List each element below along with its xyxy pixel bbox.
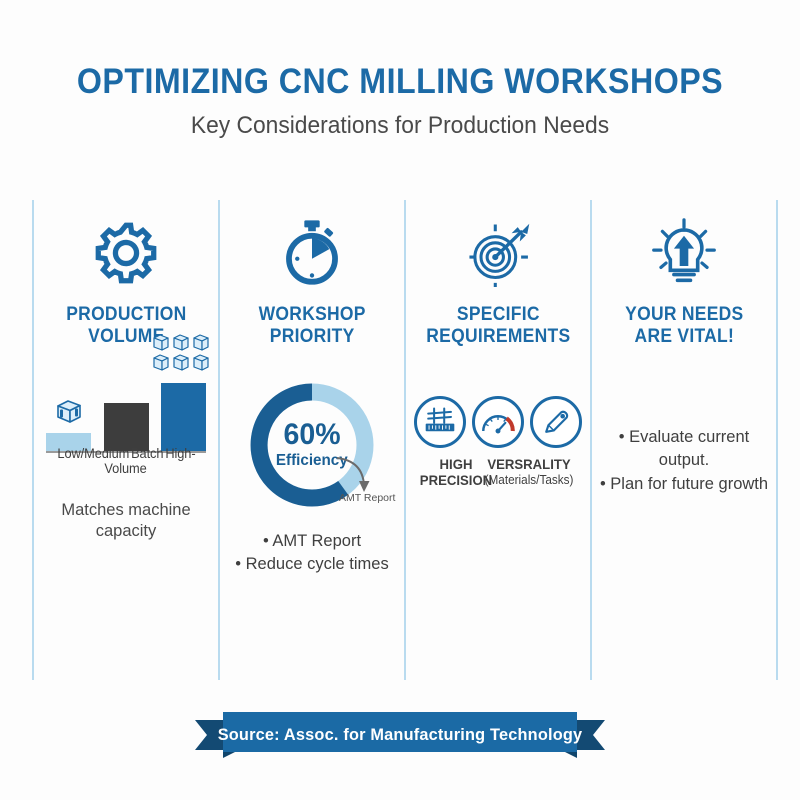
caliper-icon bbox=[414, 396, 466, 448]
your-needs-bullets: • Evaluate current output. • Plan for fu… bbox=[592, 426, 776, 496]
gear-icon bbox=[93, 214, 159, 292]
requirement-icons-row bbox=[414, 396, 582, 448]
donut-chart-efficiency: 60% Efficiency AMT Report bbox=[247, 380, 395, 510]
lightbulb-arrow-icon bbox=[648, 214, 720, 292]
bullet-item: • Plan for future growth bbox=[599, 474, 769, 493]
column-production-volume: Production Volume bbox=[32, 200, 218, 680]
column-your-needs: Your Needs Are Vital! • Evaluate current… bbox=[590, 200, 778, 680]
column-heading-your-needs: Your Needs Are Vital! bbox=[624, 304, 744, 347]
box-icon bbox=[54, 397, 84, 430]
stopwatch-icon bbox=[280, 214, 344, 292]
bar-low-medium bbox=[46, 433, 91, 451]
bullet-item: • Reduce cycle times bbox=[235, 555, 389, 574]
donut-annotation: AMT Report bbox=[339, 492, 396, 504]
workshop-priority-bullets: • AMT Report • Reduce cycle times bbox=[220, 530, 404, 577]
bar-high-volume bbox=[161, 383, 206, 451]
label-high-precision: High Precision bbox=[419, 456, 493, 489]
bar-label-low-medium: Low/Medium bbox=[57, 446, 130, 461]
columns-container: Production Volume bbox=[32, 200, 778, 680]
column-heading-workshop-priority: Workshop Priority bbox=[258, 304, 366, 347]
page-title: Optimizing CNC Milling Workshops bbox=[76, 62, 724, 101]
bar-chart-production-volume: Low/Medium Batch High-Volume bbox=[34, 334, 218, 480]
column-heading-production-volume: Production Volume bbox=[65, 304, 187, 347]
target-icon bbox=[463, 214, 533, 292]
production-volume-note: Matches machine capacity bbox=[61, 501, 191, 540]
label-versatility: Versrality (Materials/Tasks) bbox=[468, 456, 590, 487]
bullet-item: • AMT Report bbox=[262, 532, 362, 550]
page-subtitle: Key Considerations for Production Needs bbox=[190, 112, 610, 140]
source-ribbon: Source: Assoc. for Manufacturing Technol… bbox=[195, 712, 605, 758]
bar-batch bbox=[103, 403, 149, 451]
curved-arrow-icon bbox=[336, 457, 370, 492]
bar-label-batch: Batch bbox=[131, 446, 164, 461]
bars-group bbox=[46, 373, 206, 453]
gauge-icon bbox=[472, 396, 524, 448]
label-versatility-sub: (Materials/Tasks) bbox=[484, 473, 574, 488]
bar-label-high-volume: High-Volume bbox=[104, 446, 196, 476]
header: Optimizing CNC Milling Workshops Key Con… bbox=[0, 62, 800, 141]
pen-tool-icon bbox=[530, 396, 582, 448]
label-versatility-main: Versrality bbox=[487, 456, 571, 472]
box-stack-icon bbox=[152, 332, 214, 379]
bar-axis-labels: Low/Medium Batch High-Volume bbox=[39, 446, 214, 476]
bullet-item: • Evaluate current output. bbox=[618, 428, 750, 470]
column-heading-specific-requirements: Specific Requirements bbox=[425, 304, 571, 347]
column-specific-requirements: Specific Requirements bbox=[404, 200, 590, 680]
column-workshop-priority: Workshop Priority 60% Efficiency bbox=[218, 200, 404, 680]
